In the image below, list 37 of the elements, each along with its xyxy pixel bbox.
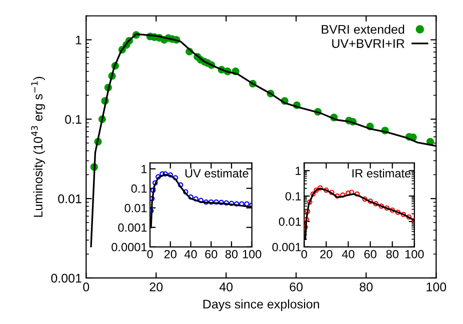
chart-title: UV estimate bbox=[185, 168, 248, 178]
y-tick-label: 1 bbox=[76, 36, 82, 44]
y-tick-label: 0.01 bbox=[124, 204, 147, 212]
x-tick-label: 20 bbox=[150, 282, 163, 292]
x-tick-label: 0 bbox=[301, 250, 308, 258]
legend-label: UV+BVRI+IR bbox=[332, 39, 404, 48]
y-tick-label: 0.1 bbox=[131, 184, 147, 193]
y-tick-label: 1 bbox=[142, 165, 147, 174]
y-tick-label: 0.001 bbox=[118, 223, 147, 232]
y-tick-label: 1 bbox=[296, 166, 301, 175]
y-tick-label: 0.1 bbox=[285, 192, 301, 200]
y-tick-label: 0.01 bbox=[278, 218, 301, 226]
x-tick-label: 40 bbox=[219, 282, 233, 292]
chart-title: IR estimate bbox=[352, 168, 411, 178]
y-tick-label: 0.01 bbox=[58, 194, 82, 204]
x-tick-label: 100 bbox=[242, 250, 262, 258]
y-tick-label: 0.001 bbox=[272, 242, 301, 252]
y-tick-label: 0.0001 bbox=[112, 242, 147, 252]
x-axis-title: Days since explosion bbox=[203, 299, 320, 312]
x-tick-label: 60 bbox=[364, 250, 376, 258]
x-tick-label: 0 bbox=[147, 250, 153, 258]
x-tick-label: 80 bbox=[360, 282, 373, 292]
y-tick-label: 0.001 bbox=[51, 274, 82, 283]
x-tick-label: 60 bbox=[290, 282, 303, 292]
x-tick-label: 20 bbox=[320, 250, 332, 258]
x-tick-label: 100 bbox=[426, 282, 446, 292]
x-tick-label: 80 bbox=[225, 250, 238, 258]
x-tick-label: 0 bbox=[83, 282, 90, 292]
legend-label: BVRI extended bbox=[322, 24, 404, 34]
x-tick-label: 40 bbox=[342, 250, 354, 258]
x-tick-label: 20 bbox=[164, 250, 176, 258]
x-tick-label: 100 bbox=[405, 250, 424, 258]
y-axis-title: Luminosity (10$^{43}$ erg s$^{−1}$) bbox=[31, 76, 45, 217]
x-tick-label: 40 bbox=[184, 250, 197, 258]
x-tick-label: 80 bbox=[386, 250, 398, 258]
y-tick-label: 0.1 bbox=[65, 114, 82, 124]
x-tick-label: 60 bbox=[205, 250, 218, 258]
